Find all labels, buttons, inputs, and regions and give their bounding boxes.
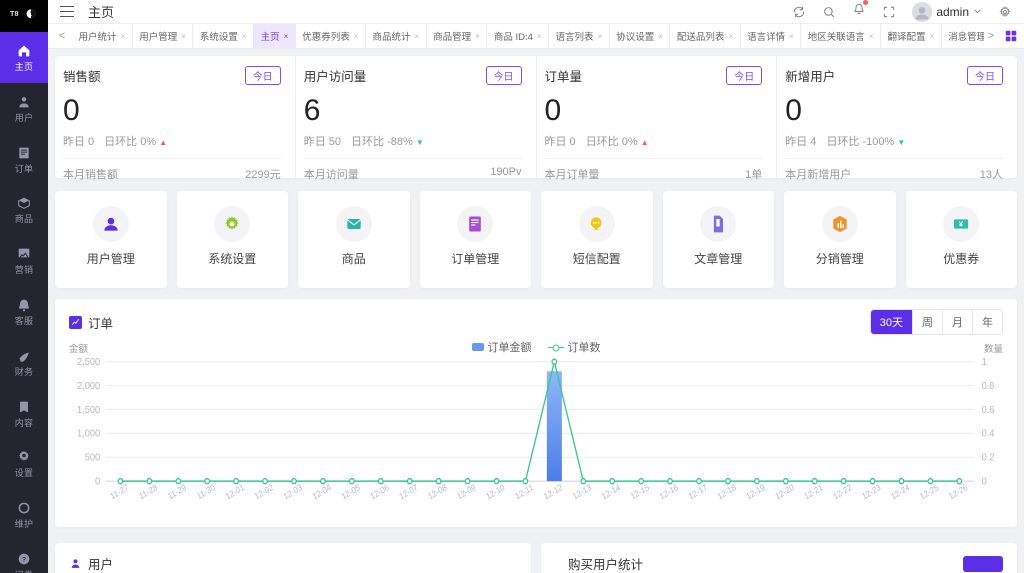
svg-text:12-05: 12-05 xyxy=(340,481,362,501)
svg-text:12-15: 12-15 xyxy=(629,481,651,501)
svg-text:12-08: 12-08 xyxy=(426,481,448,501)
svg-text:12-25: 12-25 xyxy=(918,481,940,501)
svg-text:2,500: 2,500 xyxy=(77,356,101,368)
svg-text:1,500: 1,500 xyxy=(77,404,101,416)
svg-text:11-27: 11-27 xyxy=(108,482,130,502)
svg-text:12-06: 12-06 xyxy=(368,481,390,501)
svg-text:12-17: 12-17 xyxy=(687,481,709,501)
svg-text:0: 0 xyxy=(982,476,988,488)
svg-text:11-28: 11-28 xyxy=(137,482,159,502)
svg-text:11-29: 11-29 xyxy=(166,482,188,502)
svg-text:12-18: 12-18 xyxy=(716,481,738,501)
svg-text:?: ? xyxy=(22,557,26,564)
svg-text:1: 1 xyxy=(982,356,988,368)
svg-text:1,000: 1,000 xyxy=(77,428,101,440)
svg-text:12-02: 12-02 xyxy=(253,481,275,501)
svg-text:12-24: 12-24 xyxy=(889,481,911,501)
svg-text:12-19: 12-19 xyxy=(745,481,767,501)
svg-text:T8: T8 xyxy=(10,9,18,18)
svg-text:0.2: 0.2 xyxy=(982,452,995,464)
svg-text:12-13: 12-13 xyxy=(571,481,593,501)
svg-text:12-22: 12-22 xyxy=(831,481,853,501)
svg-text:11-30: 11-30 xyxy=(195,482,217,502)
svg-text:12-23: 12-23 xyxy=(860,481,882,501)
svg-text:12-11: 12-11 xyxy=(513,482,535,502)
svg-text:12-12: 12-12 xyxy=(542,481,564,501)
svg-text:12-14: 12-14 xyxy=(600,481,622,501)
svg-text:12-04: 12-04 xyxy=(311,481,333,501)
svg-text:12-20: 12-20 xyxy=(773,481,795,501)
svg-text:12-26: 12-26 xyxy=(947,481,969,501)
svg-text:12-21: 12-21 xyxy=(802,481,824,501)
svg-text:0.4: 0.4 xyxy=(982,428,995,440)
svg-text:2,000: 2,000 xyxy=(77,380,101,392)
svg-text:12-07: 12-07 xyxy=(397,481,419,501)
svg-text:0.6: 0.6 xyxy=(982,404,995,416)
svg-text:500: 500 xyxy=(85,452,101,464)
svg-text:0.8: 0.8 xyxy=(982,380,995,392)
svg-text:12-10: 12-10 xyxy=(484,481,506,501)
svg-text:12-03: 12-03 xyxy=(282,481,304,501)
svg-text:12-01: 12-01 xyxy=(224,481,246,501)
svg-text:0: 0 xyxy=(95,476,101,488)
svg-text:12-09: 12-09 xyxy=(455,481,477,501)
svg-text:12-16: 12-16 xyxy=(658,481,680,501)
